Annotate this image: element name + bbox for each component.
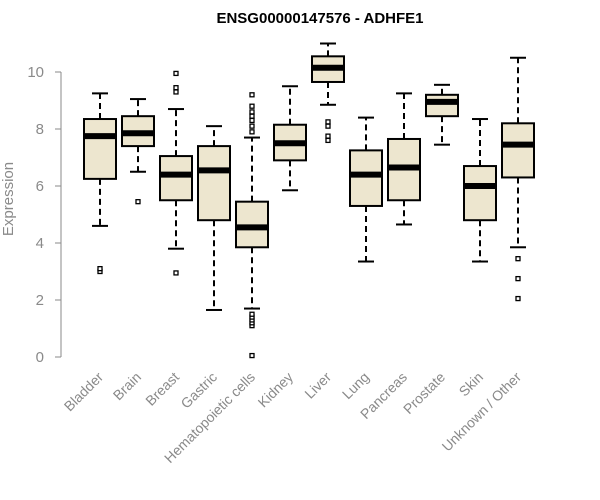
y-tick-label: 0 <box>36 349 44 366</box>
outlier-point <box>249 113 255 119</box>
outlier-point <box>173 85 179 91</box>
x-category-label: Bladder <box>61 369 107 415</box>
box <box>501 122 535 179</box>
x-category-label: Prostate <box>400 369 448 417</box>
box <box>463 165 497 222</box>
y-axis-label: Expression <box>0 162 17 236</box>
boxes <box>83 42 535 359</box>
y-axis: 0 2 4 6 8 10 <box>27 64 62 366</box>
x-category-label: Skin <box>456 369 487 400</box>
outlier-point <box>325 123 331 129</box>
outlier-point <box>249 352 255 359</box>
outlier-point <box>515 295 521 302</box>
outlier-point <box>249 92 255 98</box>
outlier-point <box>249 109 255 115</box>
outlier-point <box>515 275 521 282</box>
x-category-label: Liver <box>301 369 334 402</box>
outlier-point <box>325 119 331 125</box>
outlier-point <box>249 129 255 135</box>
outlier-point <box>249 123 255 129</box>
box <box>349 149 383 207</box>
box-group <box>235 92 269 359</box>
box <box>197 145 231 222</box>
y-tick-label: 2 <box>36 292 44 309</box>
chart-title: ENSG00000147576 - ADHFE1 <box>216 10 423 27</box>
box-group <box>349 116 383 263</box>
outlier-point <box>249 117 255 124</box>
box-group <box>311 42 345 144</box>
x-category-label: Kidney <box>255 369 297 411</box>
outlier-point <box>173 270 179 276</box>
outlier-point <box>325 133 331 139</box>
y-tick-label: 6 <box>36 178 44 195</box>
box-group <box>159 70 193 276</box>
box-group <box>387 92 421 226</box>
box-group <box>501 56 535 302</box>
outlier-point <box>173 70 179 77</box>
box-group <box>197 125 231 311</box>
box <box>425 93 459 118</box>
box <box>83 118 117 180</box>
outlier-point <box>515 256 521 262</box>
y-tick-label: 4 <box>36 235 44 252</box>
outlier-point <box>249 103 255 109</box>
box <box>159 155 193 202</box>
x-category-label: Brain <box>110 369 144 403</box>
outlier-point <box>173 89 179 95</box>
box-group <box>273 85 307 192</box>
outlier-point <box>97 265 103 272</box>
x-category-label: Lung <box>339 369 372 402</box>
box-group <box>83 92 117 275</box>
x-category-label: Breast <box>142 369 182 409</box>
y-tick-label: 10 <box>27 64 44 81</box>
outlier-point <box>249 311 255 317</box>
outlier-point <box>325 137 331 144</box>
box-group <box>463 118 497 263</box>
y-tick-label: 8 <box>36 121 44 138</box>
box-group <box>425 83 459 146</box>
box-group <box>121 98 155 205</box>
outlier-point <box>135 199 141 205</box>
